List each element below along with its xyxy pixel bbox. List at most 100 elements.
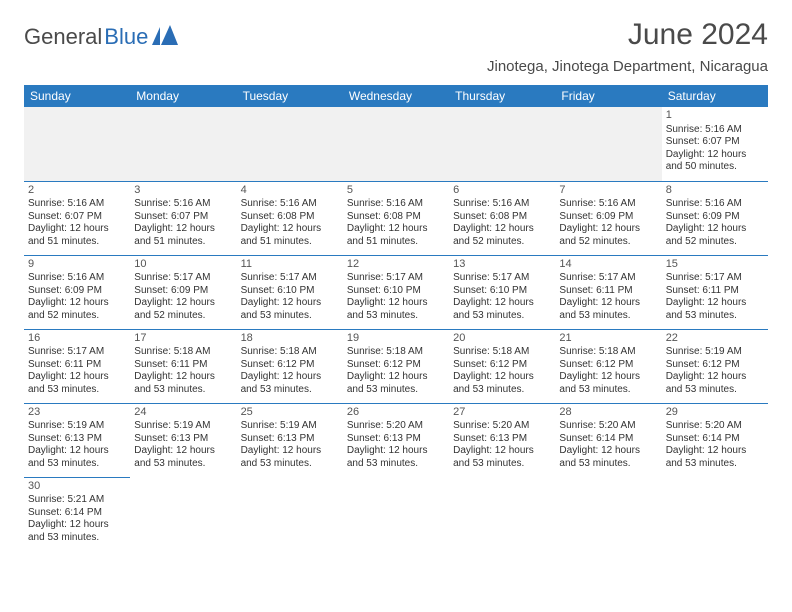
sunset-line: Sunset: 6:07 PM — [666, 136, 764, 149]
day-cell: 12Sunrise: 5:17 AMSunset: 6:10 PMDayligh… — [343, 255, 449, 329]
dow-header: Wednesday — [343, 85, 449, 107]
day-number: 24 — [134, 406, 232, 420]
day-cell: 29Sunrise: 5:20 AMSunset: 6:14 PMDayligh… — [662, 403, 768, 477]
day-cell: 2Sunrise: 5:16 AMSunset: 6:07 PMDaylight… — [24, 181, 130, 255]
sunrise-line: Sunrise: 5:16 AM — [666, 124, 764, 137]
day-cell: 15Sunrise: 5:17 AMSunset: 6:11 PMDayligh… — [662, 255, 768, 329]
trailing-empty-cell — [662, 477, 768, 551]
sunset-line: Sunset: 6:11 PM — [134, 359, 232, 372]
day-number: 3 — [134, 184, 232, 198]
sunrise-line: Sunrise: 5:19 AM — [134, 420, 232, 433]
day-cell: 7Sunrise: 5:16 AMSunset: 6:09 PMDaylight… — [555, 181, 661, 255]
trailing-empty-cell — [237, 477, 343, 551]
sunset-line: Sunset: 6:13 PM — [453, 433, 551, 446]
sunrise-line: Sunrise: 5:18 AM — [134, 346, 232, 359]
trailing-empty-cell — [555, 477, 661, 551]
day-cell: 23Sunrise: 5:19 AMSunset: 6:13 PMDayligh… — [24, 403, 130, 477]
daylight-line: Daylight: 12 hours and 50 minutes. — [666, 149, 764, 174]
day-cell: 24Sunrise: 5:19 AMSunset: 6:13 PMDayligh… — [130, 403, 236, 477]
sunrise-line: Sunrise: 5:20 AM — [347, 420, 445, 433]
sunset-line: Sunset: 6:08 PM — [347, 211, 445, 224]
sunset-line: Sunset: 6:12 PM — [559, 359, 657, 372]
daylight-line: Daylight: 12 hours and 53 minutes. — [666, 371, 764, 396]
day-number: 26 — [347, 406, 445, 420]
daylight-line: Daylight: 12 hours and 53 minutes. — [28, 519, 126, 544]
day-number: 18 — [241, 332, 339, 346]
day-cell: 25Sunrise: 5:19 AMSunset: 6:13 PMDayligh… — [237, 403, 343, 477]
sunset-line: Sunset: 6:12 PM — [453, 359, 551, 372]
daylight-line: Daylight: 12 hours and 53 minutes. — [347, 371, 445, 396]
dow-header: Sunday — [24, 85, 130, 107]
sunrise-line: Sunrise: 5:17 AM — [666, 272, 764, 285]
sunrise-line: Sunrise: 5:16 AM — [453, 198, 551, 211]
sunrise-line: Sunrise: 5:16 AM — [28, 198, 126, 211]
empty-cell — [24, 107, 130, 181]
day-number: 9 — [28, 258, 126, 272]
daylight-line: Daylight: 12 hours and 52 minutes. — [134, 297, 232, 322]
daylight-line: Daylight: 12 hours and 53 minutes. — [241, 445, 339, 470]
day-number: 23 — [28, 406, 126, 420]
sunset-line: Sunset: 6:07 PM — [134, 211, 232, 224]
daylight-line: Daylight: 12 hours and 53 minutes. — [134, 371, 232, 396]
sunset-line: Sunset: 6:13 PM — [241, 433, 339, 446]
sunrise-line: Sunrise: 5:17 AM — [241, 272, 339, 285]
day-number: 17 — [134, 332, 232, 346]
day-cell: 26Sunrise: 5:20 AMSunset: 6:13 PMDayligh… — [343, 403, 449, 477]
empty-cell — [237, 107, 343, 181]
sunrise-line: Sunrise: 5:16 AM — [134, 198, 232, 211]
daylight-line: Daylight: 12 hours and 53 minutes. — [559, 445, 657, 470]
daylight-line: Daylight: 12 hours and 51 minutes. — [347, 223, 445, 248]
sunset-line: Sunset: 6:08 PM — [453, 211, 551, 224]
daylight-line: Daylight: 12 hours and 53 minutes. — [453, 445, 551, 470]
empty-cell — [343, 107, 449, 181]
sunrise-line: Sunrise: 5:18 AM — [559, 346, 657, 359]
day-cell: 8Sunrise: 5:16 AMSunset: 6:09 PMDaylight… — [662, 181, 768, 255]
sunrise-line: Sunrise: 5:20 AM — [666, 420, 764, 433]
sunset-line: Sunset: 6:10 PM — [241, 285, 339, 298]
daylight-line: Daylight: 12 hours and 52 minutes. — [28, 297, 126, 322]
day-cell: 11Sunrise: 5:17 AMSunset: 6:10 PMDayligh… — [237, 255, 343, 329]
daylight-line: Daylight: 12 hours and 53 minutes. — [453, 297, 551, 322]
dow-header: Friday — [555, 85, 661, 107]
sunrise-line: Sunrise: 5:19 AM — [28, 420, 126, 433]
day-cell: 1Sunrise: 5:16 AMSunset: 6:07 PMDaylight… — [662, 107, 768, 181]
trailing-empty-cell — [343, 477, 449, 551]
sunrise-line: Sunrise: 5:21 AM — [28, 494, 126, 507]
day-cell: 9Sunrise: 5:16 AMSunset: 6:09 PMDaylight… — [24, 255, 130, 329]
sunrise-line: Sunrise: 5:20 AM — [559, 420, 657, 433]
sunrise-line: Sunrise: 5:17 AM — [347, 272, 445, 285]
daylight-line: Daylight: 12 hours and 52 minutes. — [453, 223, 551, 248]
sunrise-line: Sunrise: 5:17 AM — [134, 272, 232, 285]
day-cell: 19Sunrise: 5:18 AMSunset: 6:12 PMDayligh… — [343, 329, 449, 403]
day-cell: 16Sunrise: 5:17 AMSunset: 6:11 PMDayligh… — [24, 329, 130, 403]
daylight-line: Daylight: 12 hours and 53 minutes. — [559, 297, 657, 322]
day-number: 1 — [666, 109, 764, 123]
day-cell: 30Sunrise: 5:21 AMSunset: 6:14 PMDayligh… — [24, 477, 130, 551]
daylight-line: Daylight: 12 hours and 53 minutes. — [559, 371, 657, 396]
sunset-line: Sunset: 6:09 PM — [559, 211, 657, 224]
trailing-empty-cell — [449, 477, 555, 551]
day-cell: 13Sunrise: 5:17 AMSunset: 6:10 PMDayligh… — [449, 255, 555, 329]
day-number: 16 — [28, 332, 126, 346]
day-cell: 5Sunrise: 5:16 AMSunset: 6:08 PMDaylight… — [343, 181, 449, 255]
empty-cell — [130, 107, 236, 181]
day-cell: 17Sunrise: 5:18 AMSunset: 6:11 PMDayligh… — [130, 329, 236, 403]
daylight-line: Daylight: 12 hours and 53 minutes. — [666, 445, 764, 470]
daylight-line: Daylight: 12 hours and 53 minutes. — [28, 445, 126, 470]
daylight-line: Daylight: 12 hours and 53 minutes. — [453, 371, 551, 396]
day-cell: 22Sunrise: 5:19 AMSunset: 6:12 PMDayligh… — [662, 329, 768, 403]
dow-header: Monday — [130, 85, 236, 107]
trailing-empty-cell — [130, 477, 236, 551]
daylight-line: Daylight: 12 hours and 52 minutes. — [666, 223, 764, 248]
daylight-line: Daylight: 12 hours and 51 minutes. — [134, 223, 232, 248]
daylight-line: Daylight: 12 hours and 53 minutes. — [666, 297, 764, 322]
dow-header: Saturday — [662, 85, 768, 107]
day-number: 7 — [559, 184, 657, 198]
day-number: 25 — [241, 406, 339, 420]
logo-text-blue: Blue — [104, 24, 148, 50]
sunset-line: Sunset: 6:12 PM — [241, 359, 339, 372]
sunset-line: Sunset: 6:09 PM — [28, 285, 126, 298]
day-number: 11 — [241, 258, 339, 272]
daylight-line: Daylight: 12 hours and 53 minutes. — [241, 371, 339, 396]
sunrise-line: Sunrise: 5:20 AM — [453, 420, 551, 433]
